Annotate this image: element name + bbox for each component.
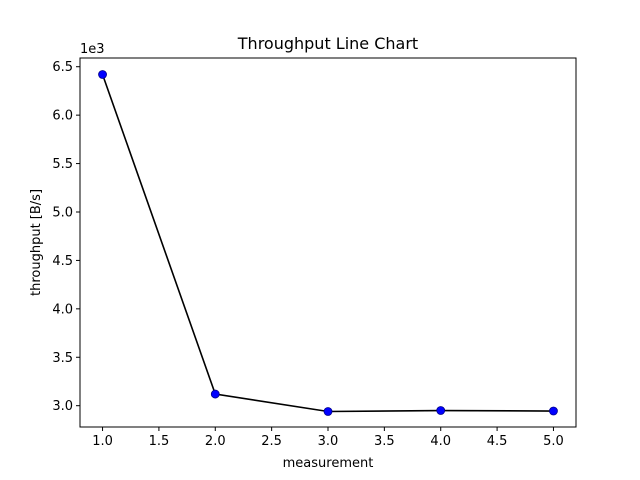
x-tick-label: 4.5 [487, 434, 508, 449]
data-point [549, 406, 558, 416]
y-tick-label: 6.5 [52, 60, 73, 75]
y-tick-label: 5.0 [52, 205, 73, 220]
chart-title: Throughput Line Chart [237, 34, 418, 53]
x-tick-label: 3.5 [374, 434, 395, 449]
y-offset-label: 1e3 [80, 42, 105, 57]
x-tick-label: 1.0 [92, 434, 113, 449]
y-tick-label: 3.0 [52, 399, 73, 414]
data-point [98, 70, 107, 79]
plot-area [98, 70, 558, 416]
y-axis: 3.0 3.5 4.0 4.5 5.0 5.5 6.0 6.5 [52, 60, 80, 414]
y-axis-label: throughput [B/s] [29, 189, 44, 296]
data-point [323, 407, 333, 416]
x-tick-label: 4.0 [430, 434, 451, 449]
plot-frame [79, 57, 577, 428]
series-line [101, 74, 554, 413]
x-tick-label: 3.0 [318, 434, 339, 449]
data-point [436, 406, 446, 415]
x-axis-label: measurement [283, 456, 374, 471]
y-tick-label: 3.5 [52, 351, 73, 366]
x-tick-label: 2.5 [261, 434, 282, 449]
y-tick-label: 6.0 [52, 109, 73, 124]
x-tick-label: 5.0 [543, 434, 564, 449]
data-point [210, 389, 220, 399]
y-tick-label: 5.5 [52, 157, 73, 172]
x-axis: 1.0 1.5 2.0 2.5 3.0 3.5 4.0 4.5 5.0 [92, 427, 564, 449]
y-tick-label: 4.5 [52, 254, 73, 269]
y-tick-label: 4.0 [52, 302, 73, 317]
x-tick-label: 2.0 [205, 434, 226, 449]
x-tick-label: 1.5 [149, 434, 170, 449]
